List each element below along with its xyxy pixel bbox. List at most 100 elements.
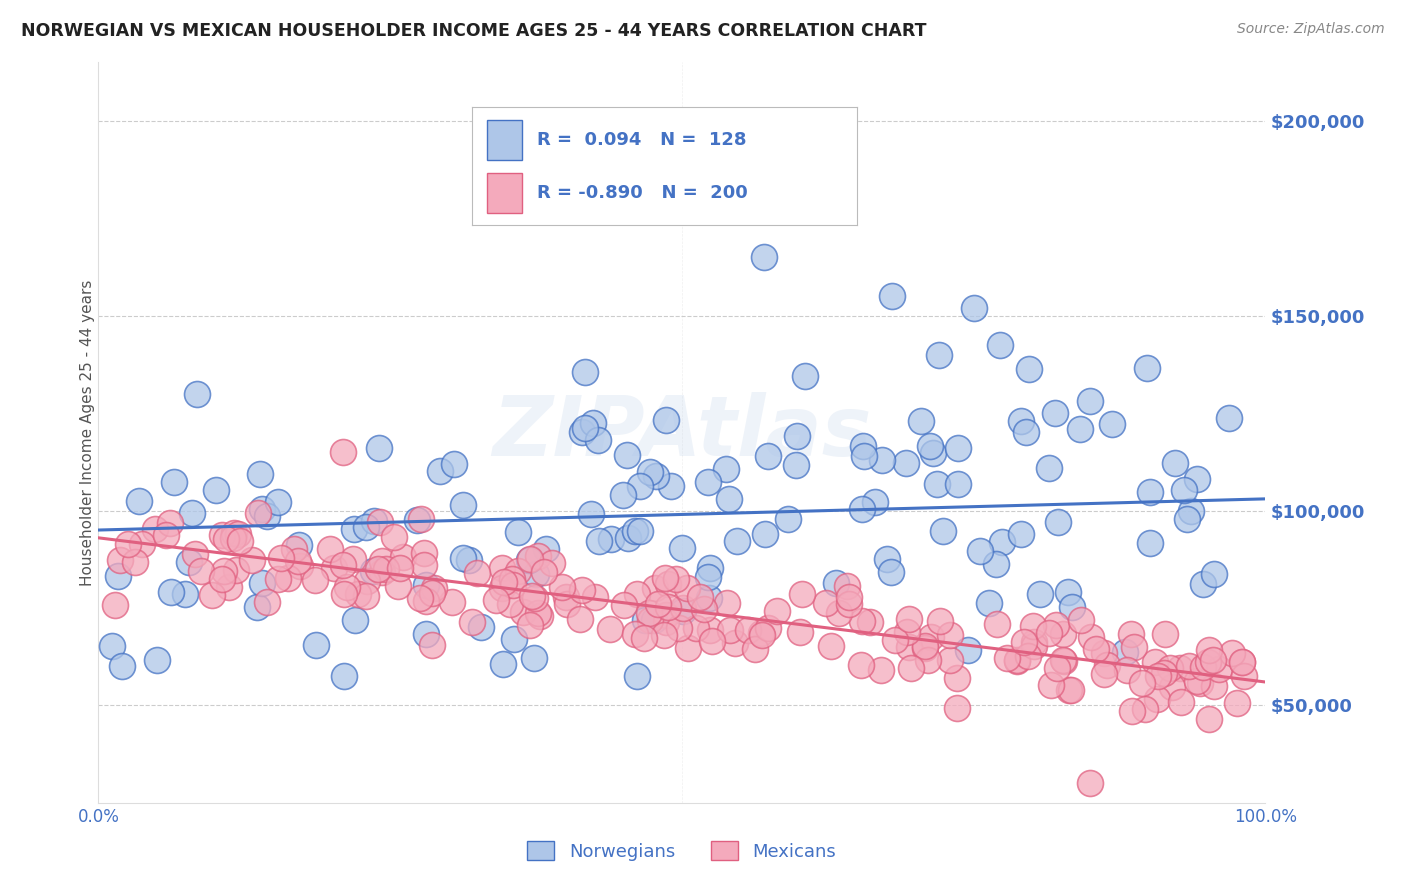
Point [333,668,356,682]
Point [1139,484,1161,499]
Point [716,596,738,610]
Point [371,553,394,567]
Point [1121,704,1143,718]
Point [218,580,240,594]
Point [368,441,391,455]
Point [1170,694,1192,708]
Point [460,615,482,629]
Point [582,416,605,430]
Point [1191,660,1213,674]
Point [1164,456,1187,470]
Point [1012,634,1035,648]
Point [756,449,779,463]
Point [1185,674,1208,689]
Point [423,581,446,595]
Point [699,623,721,637]
Point [111,659,134,673]
Point [991,534,1014,549]
Point [1180,504,1202,518]
Point [246,599,269,614]
Point [305,639,328,653]
Point [512,605,534,619]
Point [124,555,146,569]
Point [583,590,606,604]
Point [184,547,207,561]
Point [754,526,776,541]
Point [1053,654,1076,668]
Point [1010,526,1032,541]
Point [957,642,980,657]
Point [145,653,167,667]
Point [491,581,513,595]
Point [1010,414,1032,428]
Point [240,553,263,567]
Point [491,561,513,575]
Point [228,527,250,541]
Point [250,576,273,591]
Point [718,492,741,507]
Point [256,595,278,609]
Point [654,571,676,585]
Point [995,650,1018,665]
Point [946,671,969,685]
Point [838,590,860,604]
Point [347,587,370,601]
Point [685,621,707,635]
Point [574,365,596,379]
Point [517,553,540,567]
Point [1153,666,1175,681]
Point [652,628,675,642]
Point [1188,675,1211,690]
Point [190,565,212,579]
Point [387,579,409,593]
Point [574,421,596,435]
Point [917,653,939,667]
Point [174,587,197,601]
Point [1233,669,1256,683]
Point [676,641,699,656]
Point [406,513,429,527]
Point [160,584,183,599]
Point [249,467,271,481]
Point [1198,643,1220,657]
Point [443,457,465,471]
Point [277,571,299,585]
Point [668,621,690,635]
Point [413,546,436,560]
Point [1185,472,1208,486]
Point [555,591,578,605]
Point [287,554,309,568]
Point [1220,646,1243,660]
Point [1022,618,1045,632]
Point [1018,362,1040,376]
Point [643,613,665,627]
Point [1198,712,1220,726]
Point [849,658,872,673]
Point [920,630,942,644]
Point [363,564,385,578]
Point [465,566,488,580]
Point [1226,696,1249,710]
Point [600,532,623,546]
Point [155,528,177,542]
Point [453,498,475,512]
Point [665,572,688,586]
Point [914,640,936,655]
Point [628,478,651,492]
Point [375,562,398,576]
Point [672,603,695,617]
Point [914,639,936,653]
Point [824,575,846,590]
Point [617,531,640,545]
Point [332,558,354,572]
Text: ZIPAtlas: ZIPAtlas [492,392,872,473]
Point [896,456,918,470]
Point [1139,535,1161,549]
Point [1161,681,1184,695]
Point [270,551,292,566]
Point [724,635,747,649]
Point [986,616,1008,631]
Point [252,502,274,516]
Point [1159,660,1181,674]
Point [117,537,139,551]
